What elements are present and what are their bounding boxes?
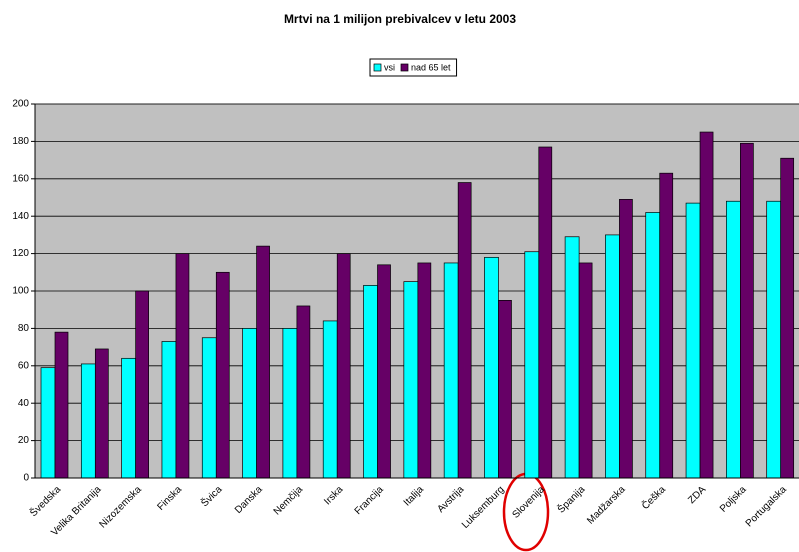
bar	[726, 200, 741, 479]
bar	[403, 281, 419, 479]
bar	[524, 251, 540, 479]
x-tick-label: Švedska	[27, 482, 64, 519]
y-tick-label: 40	[18, 398, 30, 409]
y-tick-label: 0	[23, 473, 29, 484]
bar	[484, 256, 499, 479]
bar	[377, 264, 391, 479]
x-tick-label: Irska	[322, 484, 345, 507]
bar	[215, 271, 230, 479]
bar	[699, 131, 714, 479]
bar	[766, 200, 782, 479]
x-tick-label: Francija	[353, 484, 386, 517]
legend-label: nad 65 let	[411, 62, 451, 72]
x-tick-label: Poljska	[718, 484, 749, 515]
y-tick-label: 120	[12, 248, 29, 259]
x-tick-label: Madžarska	[585, 484, 628, 527]
bar	[256, 245, 270, 479]
y-tick-label: 180	[12, 136, 29, 147]
bar	[578, 262, 593, 479]
x-tick-label: Nemčija	[272, 484, 306, 518]
bar	[40, 367, 56, 479]
x-tick-label: Italija	[402, 484, 427, 509]
bar	[135, 290, 149, 479]
bar	[645, 212, 661, 479]
legend-swatch	[400, 63, 409, 72]
bar	[80, 363, 96, 479]
x-tick-label: Portugalska	[744, 484, 789, 529]
y-tick-label: 20	[18, 435, 30, 446]
bar	[336, 253, 351, 479]
legend-swatch	[373, 63, 382, 72]
bar	[443, 262, 459, 479]
bar	[54, 331, 69, 479]
x-tick-label: Češka	[639, 482, 669, 512]
x-tick-label: Slovenija	[510, 484, 547, 521]
bar	[201, 337, 217, 479]
y-tick-label: 80	[18, 323, 30, 334]
bar	[564, 236, 580, 479]
y-tick-label: 140	[12, 211, 29, 222]
bar	[659, 172, 674, 479]
y-tick-label: 160	[12, 173, 29, 184]
bar	[605, 234, 620, 479]
bar	[740, 142, 754, 479]
bar	[322, 320, 338, 479]
bar	[282, 328, 298, 479]
x-tick-label: Danska	[233, 484, 265, 516]
bar	[363, 285, 378, 479]
bar	[242, 328, 257, 479]
bar	[538, 146, 553, 479]
bar	[94, 348, 109, 479]
legend: vsi nad 65 let	[369, 58, 458, 77]
legend-box	[369, 58, 458, 77]
x-tick-label: Švica	[198, 482, 225, 509]
bar	[121, 357, 136, 479]
bar	[457, 182, 472, 479]
bar	[296, 305, 311, 479]
bar	[175, 253, 190, 479]
bar	[161, 341, 177, 479]
bar	[498, 300, 512, 479]
y-tick-label: 200	[12, 99, 29, 110]
x-tick-label: Avstrija	[435, 484, 466, 515]
y-tick-label: 100	[12, 286, 29, 297]
legend-label: vsi	[384, 62, 395, 72]
x-tick-label: Finska	[155, 484, 184, 513]
chart-title: Mrtvi na 1 milijon prebivalcev v letu 20…	[284, 12, 516, 26]
bar	[417, 262, 432, 479]
x-tick-label: Nizozemska	[97, 484, 144, 531]
x-tick-label: Luksemburg	[460, 484, 507, 531]
x-tick-label: Španija	[554, 482, 587, 515]
bar	[619, 199, 633, 479]
bar	[780, 157, 795, 479]
bar	[685, 202, 701, 479]
x-tick-label: ZDA	[686, 484, 708, 506]
y-tick-label: 60	[18, 360, 30, 371]
